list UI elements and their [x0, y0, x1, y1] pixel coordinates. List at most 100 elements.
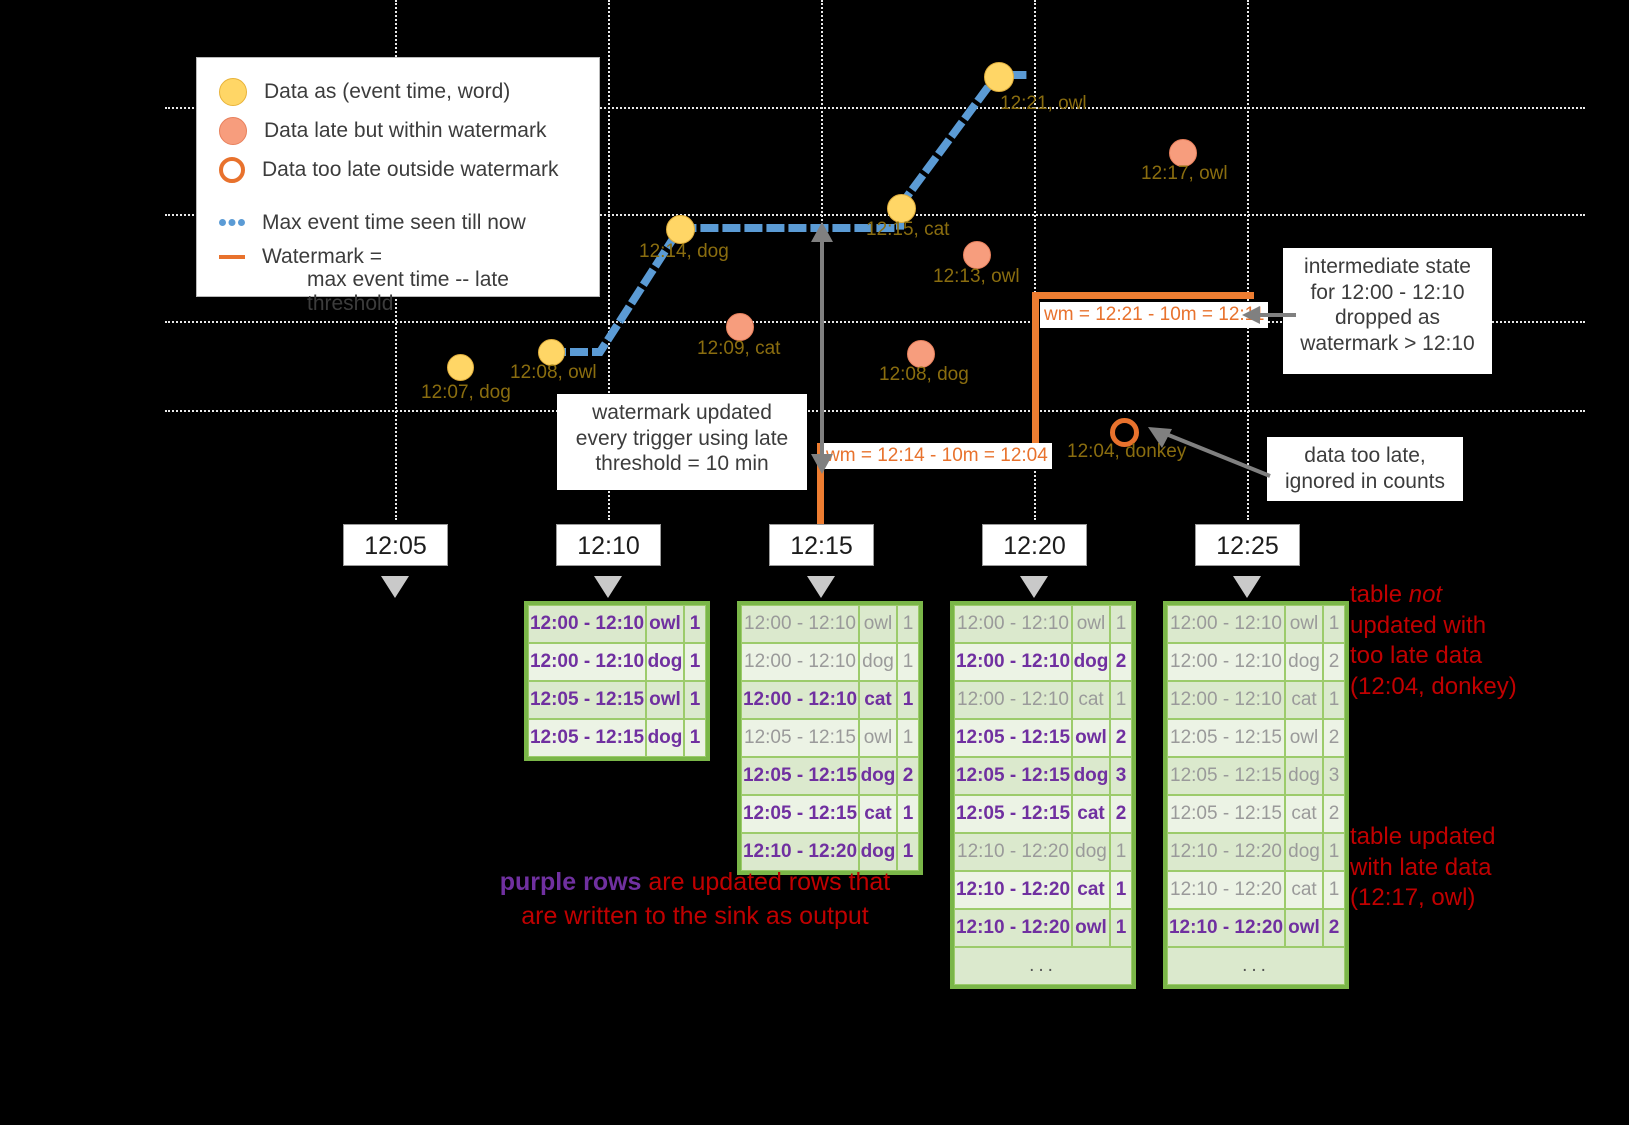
callout-line: threshold = 10 min — [595, 452, 769, 476]
table-cell-count: 1 — [1110, 681, 1132, 719]
table-row: 12:05 - 12:15 owl 2 — [954, 719, 1132, 757]
table-cell-count: 2 — [1110, 643, 1132, 681]
table-cell-count: 1 — [1323, 871, 1345, 909]
result-table-1215: 12:00 - 12:10 owl 1 12:00 - 12:10 dog 1 12:00 … — [737, 601, 923, 875]
filled-yellow-circle-icon — [219, 77, 247, 106]
table-cell-window: 12:10 - 12:20 — [1167, 909, 1285, 947]
table-cell-count: 1 — [897, 833, 919, 871]
table-cell-window: 12:10 - 12:20 — [1167, 833, 1285, 871]
callout-line: watermark > 12:10 — [1300, 331, 1475, 355]
note-line: updated with — [1350, 611, 1487, 639]
table-cell-ellipsis: ... — [954, 947, 1132, 985]
filled-orange-circle-icon — [219, 116, 247, 145]
data-point-1208-owl — [538, 339, 565, 366]
data-point-1204-donkey — [1110, 418, 1139, 447]
table-row: 12:10 - 12:20 cat 1 — [954, 871, 1132, 909]
note-table-not-updated: table not updated with too late data (12… — [1350, 580, 1517, 703]
table-cell-window: 12:05 - 12:15 — [954, 719, 1072, 757]
table-cell-count: 1 — [684, 719, 706, 757]
table-cell-word: owl — [1072, 719, 1110, 757]
table-cell-word: dog — [859, 833, 897, 871]
data-point-label: 12:08, dog — [879, 364, 969, 385]
table-cell-word: owl — [1285, 605, 1323, 643]
table-row: 12:05 - 12:15 owl 1 — [741, 719, 919, 757]
legend-item-data: Data as (event time, word) — [219, 72, 599, 111]
table-cell-word: owl — [1072, 605, 1110, 643]
legend-label: Data as (event time, word) — [264, 79, 511, 103]
table-row: 12:10 - 12:20 cat 1 — [1167, 871, 1345, 909]
table-row-ellipsis: ... — [1167, 947, 1345, 985]
result-table-1220: 12:00 - 12:10 owl 1 12:00 - 12:10 dog 2 12:00 … — [950, 601, 1136, 989]
table-row: 12:00 - 12:10 owl 1 — [528, 605, 706, 643]
table-cell-count: 2 — [1323, 909, 1345, 947]
legend-label: Watermark = — [262, 245, 382, 268]
table-row: 12:05 - 12:15 cat 1 — [741, 795, 919, 833]
orange-solid-line-icon — [219, 255, 245, 259]
watermark-label-first: wm = 12:14 - 10m = 12:04 — [822, 443, 1052, 469]
table-row: 12:05 - 12:15 dog 2 — [741, 757, 919, 795]
table-cell-window: 12:00 - 12:10 — [1167, 643, 1285, 681]
trigger-time-1220: 12:20 — [982, 524, 1087, 566]
table-cell-word: cat — [859, 681, 897, 719]
table-cell-count: 2 — [1110, 719, 1132, 757]
table-cell-window: 12:00 - 12:10 — [954, 605, 1072, 643]
data-point-label: 12:13, owl — [933, 266, 1020, 287]
table-cell-count: 1 — [1110, 833, 1132, 871]
note-line: table updated — [1350, 823, 1496, 850]
table-row: 12:00 - 12:10 owl 1 — [1167, 605, 1345, 643]
table-cell-word: dog — [1072, 643, 1110, 681]
note-purple-rows-legend: purple rows are updated rows that are wr… — [495, 866, 895, 934]
table-row: 12:05 - 12:15 cat 2 — [954, 795, 1132, 833]
table-cell-count: 1 — [1323, 681, 1345, 719]
data-point-label: 12:07, dog — [421, 382, 511, 403]
note-line: too late data — [1350, 642, 1483, 670]
table-cell-word: dog — [859, 757, 897, 795]
table-cell-word: owl — [646, 605, 684, 643]
note-line: are updated rows that — [641, 868, 891, 896]
table-cell-word: cat — [1072, 871, 1110, 909]
trigger-time-1215: 12:15 — [769, 524, 874, 566]
table-cell-window: 12:00 - 12:10 — [741, 643, 859, 681]
table-cell-count: 1 — [897, 681, 919, 719]
table-cell-count: 1 — [1323, 605, 1345, 643]
table-cell-window: 12:05 - 12:15 — [954, 757, 1072, 795]
data-point-1214-dog — [666, 215, 695, 244]
table-cell-word: owl — [859, 719, 897, 757]
table-cell-count: 1 — [1323, 833, 1345, 871]
data-point-label: 12:09, cat — [697, 338, 781, 359]
table-cell-word: owl — [859, 605, 897, 643]
table-cell-window: 12:05 - 12:15 — [1167, 795, 1285, 833]
table-cell-window: 12:05 - 12:15 — [1167, 719, 1285, 757]
legend-spacer — [219, 189, 599, 203]
table-cell-window: 12:10 - 12:20 — [1167, 871, 1285, 909]
trigger-arrow-1210 — [594, 576, 622, 598]
table-cell-count: 1 — [1110, 909, 1132, 947]
gridline-vertical — [1034, 0, 1036, 520]
table-cell-count: 1 — [897, 719, 919, 757]
table-row: 12:10 - 12:20 dog 1 — [741, 833, 919, 871]
gridline-vertical — [1247, 0, 1249, 520]
result-table-1210: 12:00 - 12:10 owl 1 12:00 - 12:10 dog 1 12:05 … — [524, 601, 710, 761]
table-cell-word: owl — [1072, 909, 1110, 947]
table-cell-count: 1 — [684, 681, 706, 719]
note-line: (12:04, donkey) — [1350, 673, 1517, 701]
note-purple-emphasis: purple rows — [499, 868, 642, 896]
table-cell-window: 12:10 - 12:20 — [741, 833, 859, 871]
table-cell-word: dog — [646, 719, 684, 757]
table-cell-count: 1 — [897, 605, 919, 643]
table-cell-count: 1 — [1110, 871, 1132, 909]
table-cell-window: 12:00 - 12:10 — [741, 681, 859, 719]
callout-data-too-late: data too late, ignored in counts — [1267, 437, 1463, 501]
table-cell-count: 1 — [897, 643, 919, 681]
table-row: 12:00 - 12:10 dog 1 — [741, 643, 919, 681]
table-row: 12:00 - 12:10 owl 1 — [741, 605, 919, 643]
table-cell-window: 12:00 - 12:10 — [954, 681, 1072, 719]
watermark-label-second: wm = 12:21 - 10m = 12:11 — [1040, 302, 1269, 328]
trigger-time-1205: 12:05 — [343, 524, 448, 566]
table-row: 12:05 - 12:15 dog 1 — [528, 719, 706, 757]
table-cell-window: 12:10 - 12:20 — [954, 833, 1072, 871]
trigger-arrow-1215 — [807, 576, 835, 598]
note-emphasis: not — [1408, 581, 1443, 608]
table-row: 12:05 - 12:15 owl 2 — [1167, 719, 1345, 757]
table-cell-word: cat — [1072, 795, 1110, 833]
